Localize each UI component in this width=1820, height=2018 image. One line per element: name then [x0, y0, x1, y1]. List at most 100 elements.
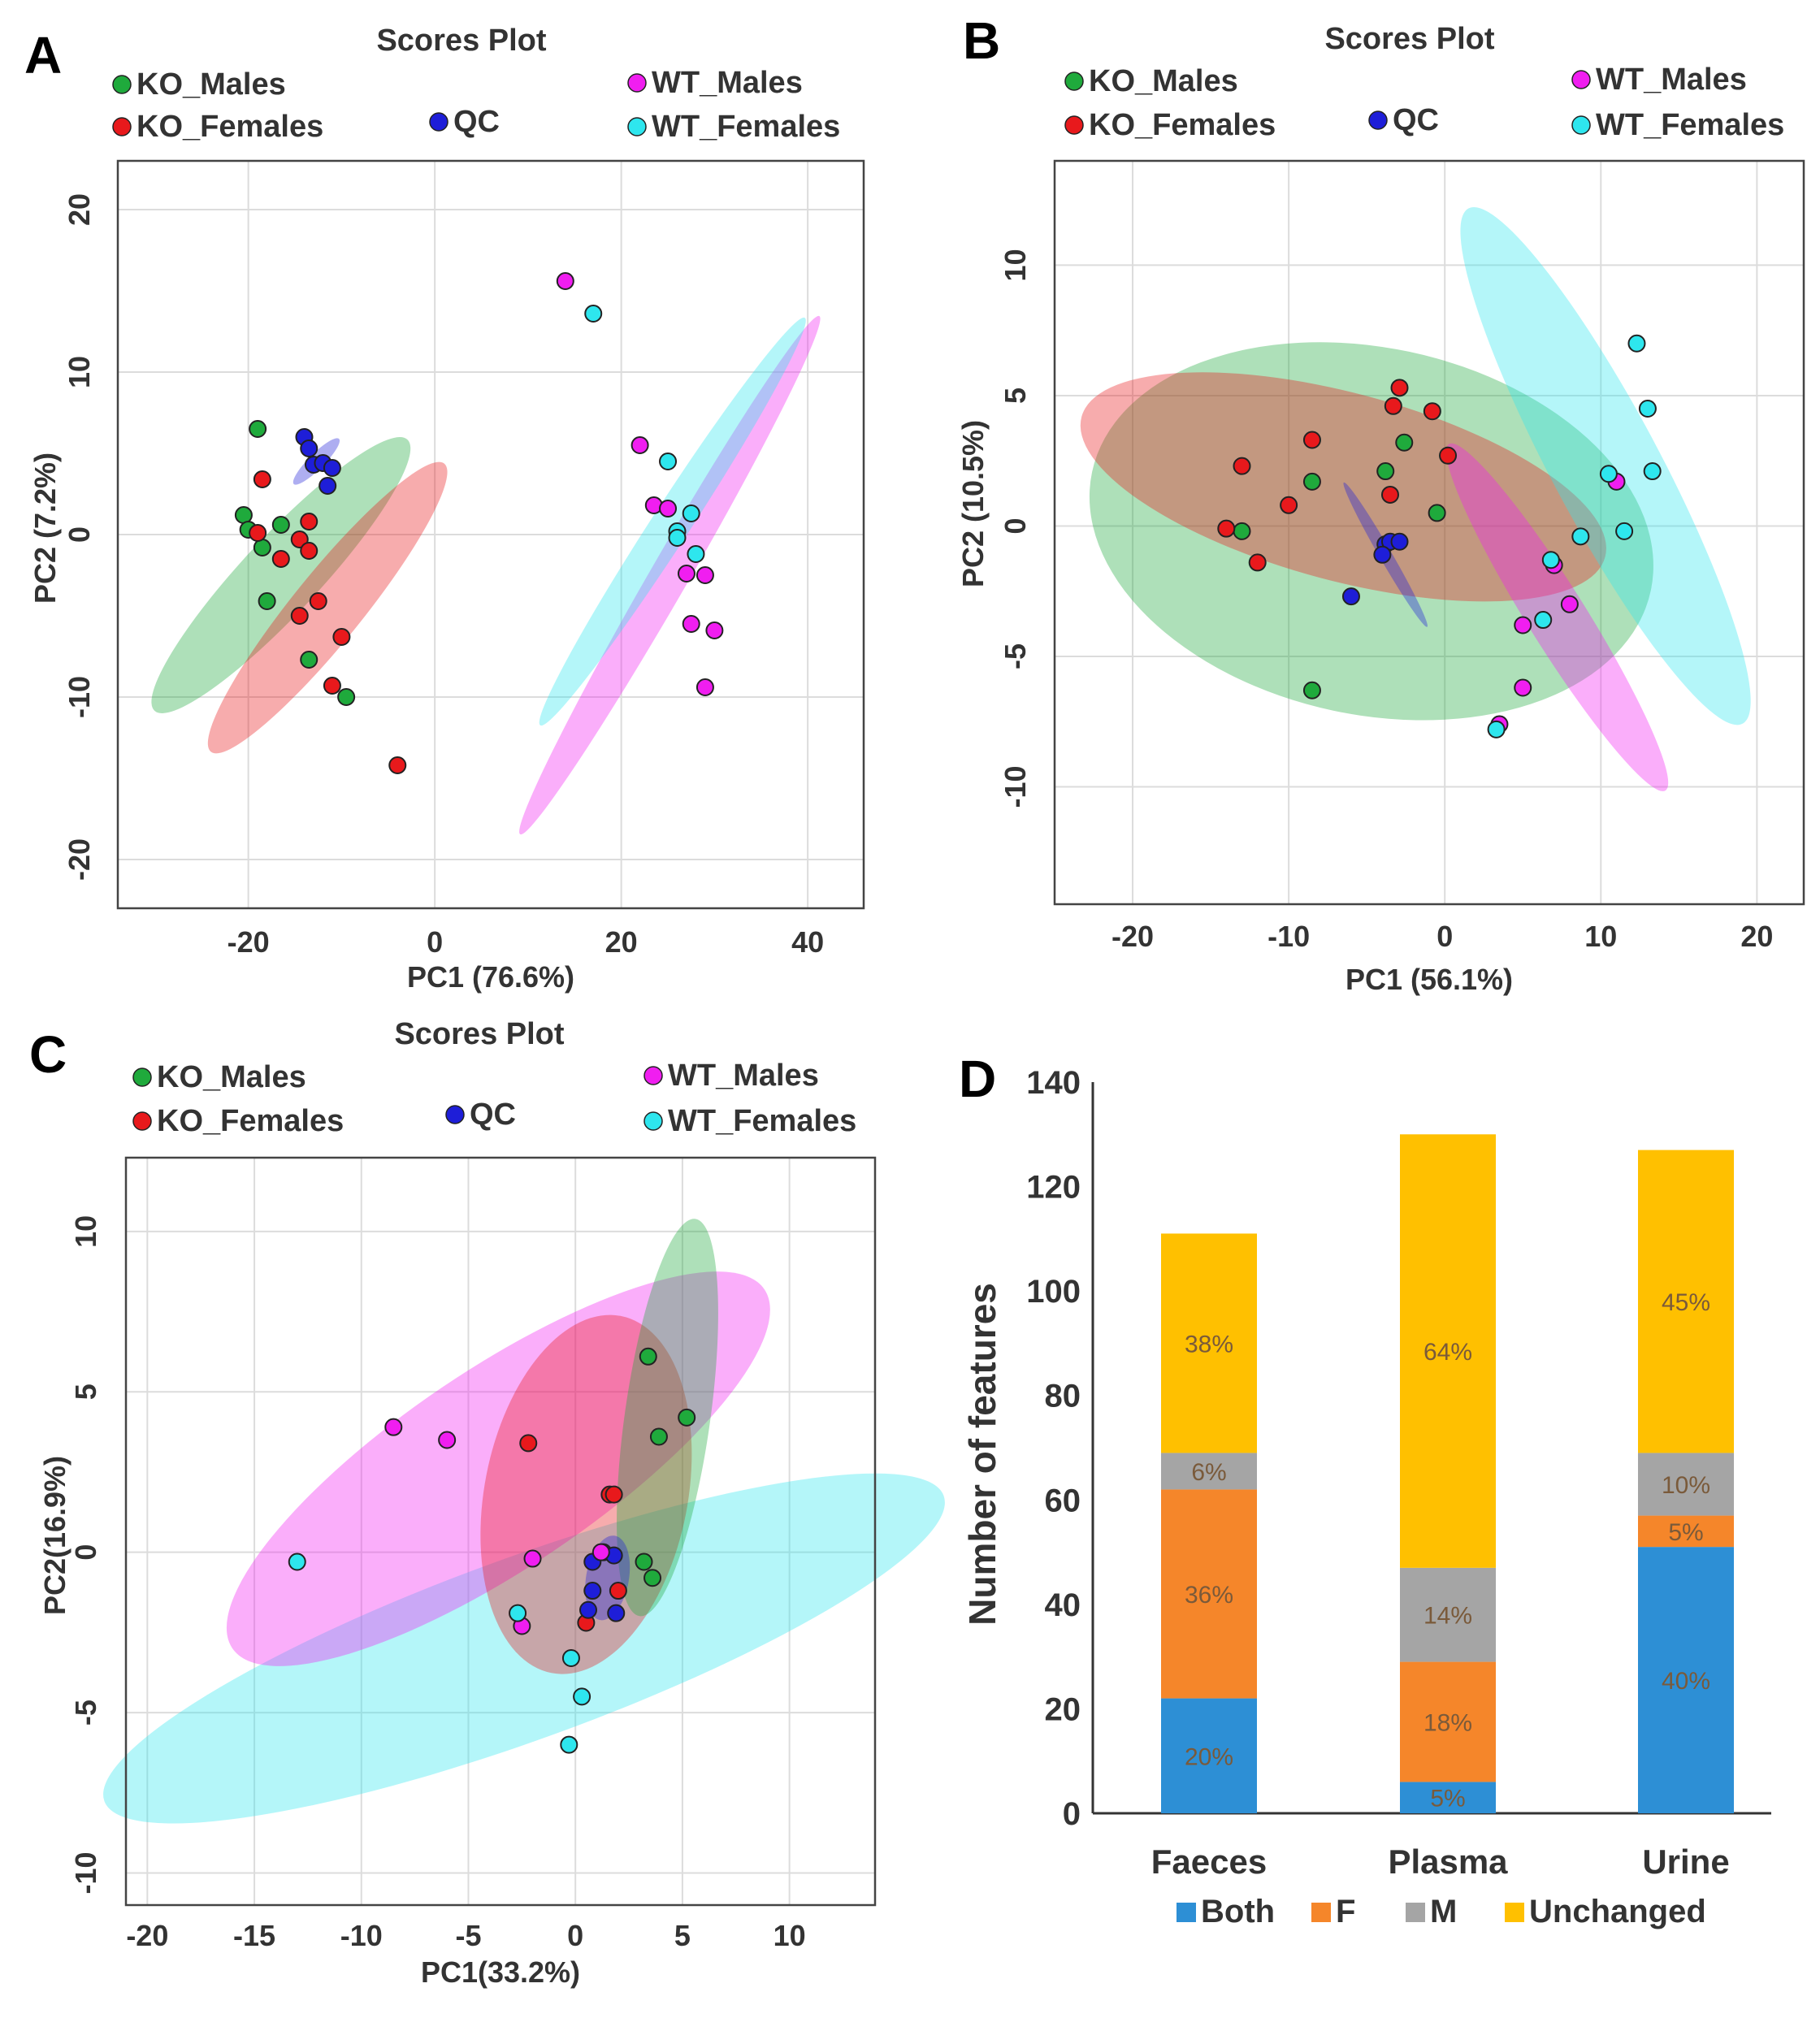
y-tick-label: 0 — [999, 517, 1032, 534]
y-tick-label: 0 — [63, 526, 96, 543]
bar-Unchanged-Faeces — [1161, 1233, 1257, 1453]
point-KO_Males — [1233, 522, 1251, 540]
point-WT_Females — [1643, 462, 1662, 481]
bar-label: 5% — [1430, 1786, 1465, 1812]
bar-label: 36% — [1185, 1582, 1233, 1609]
y-axis-label: PC2 (10.5%) — [956, 420, 990, 587]
point-KO_Females — [1217, 519, 1236, 538]
y-tick-label: -10 — [69, 1851, 102, 1894]
y-tick-label: 10 — [63, 356, 96, 388]
plot-title: Scores Plot — [376, 24, 546, 58]
y-tick-label: 5 — [69, 1384, 102, 1400]
point-WT_Males — [682, 615, 700, 633]
x-axis-label: PC1 (76.6%) — [407, 960, 574, 994]
point-KO_Males — [253, 539, 271, 556]
x-tick-label: 0 — [427, 925, 443, 959]
panel-B: B Scores Plot KO_Males KO_Females QC WT_Males… — [956, 11, 1805, 996]
point-QC — [579, 1600, 598, 1619]
panel-label: C — [29, 1025, 67, 1084]
point-WT_Females — [509, 1604, 527, 1622]
y-tick-label: 140 — [1026, 1065, 1081, 1101]
point-WT_Females — [1599, 465, 1618, 483]
bar-Both-Plasma — [1400, 1782, 1496, 1813]
y-tick-label: 10 — [69, 1215, 102, 1248]
legend-label-KO_Females: KO_Females — [136, 110, 323, 144]
point-KO_Males — [258, 592, 276, 610]
point-WT_Females — [682, 505, 700, 522]
bar-Both-Urine — [1638, 1547, 1734, 1813]
legend-label-KO_Males: KO_Males — [136, 67, 286, 102]
point-WT_Males — [556, 272, 574, 290]
x-axis-label: PC1(33.2%) — [421, 1955, 580, 1989]
y-tick-label: -5 — [999, 643, 1032, 669]
panel-D: D 0 20 40 60 80 100 120 140 Number of features 20%… — [959, 1050, 1771, 1929]
plot-frame — [116, 159, 865, 910]
legend-label-KO_Females: KO_Females — [1089, 108, 1276, 142]
point-WT_Males — [696, 678, 714, 696]
x-axis-label: PC1 (56.1%) — [1346, 963, 1513, 996]
y-tick-label: -10 — [63, 676, 96, 718]
ellipse-KO_Males — [1089, 342, 1653, 721]
point-KO_Males — [639, 1347, 657, 1366]
legend-marker-QC — [429, 112, 448, 132]
legend-marker-WT_Females — [627, 117, 647, 136]
point-QC — [318, 477, 337, 495]
x-tick-label: -15 — [233, 1919, 275, 1952]
point-WT_Females — [659, 453, 678, 470]
bar-label: 6% — [1191, 1459, 1226, 1486]
point-KO_Males — [635, 1552, 653, 1571]
y-axis-label: PC2(16.9%) — [38, 1456, 72, 1615]
legend-marker-WT_Males — [627, 73, 647, 93]
legend-label-KO_Females: KO_Females — [157, 1104, 344, 1138]
point-WT_Females — [1571, 527, 1590, 546]
ellipse-WT_Females — [103, 1473, 945, 1824]
point-WT_Males — [523, 1549, 542, 1568]
point-KO_Females — [1233, 457, 1251, 475]
category-label: Plasma — [1388, 1843, 1508, 1881]
point-QC — [300, 440, 318, 457]
point-KO_Females — [1380, 485, 1399, 504]
legend-label-QC: QC — [1393, 103, 1439, 137]
point-KO_Females — [300, 542, 318, 560]
bar-F-Plasma — [1400, 1661, 1496, 1782]
legend-label-WT_Females: WT_Females — [668, 1104, 856, 1138]
y-tick-label: -20 — [63, 838, 96, 881]
x-tick-label: -20 — [1112, 920, 1154, 953]
legend-label-WT_Males: WT_Males — [1596, 63, 1747, 97]
legend-label-QC: QC — [470, 1098, 516, 1132]
y-tick-label: 20 — [63, 193, 96, 226]
x-tick-label: 20 — [1740, 920, 1773, 953]
point-KO_Males — [337, 688, 356, 706]
point-WT_Females — [573, 1687, 592, 1706]
legend-swatch-M — [1406, 1903, 1425, 1922]
point-WT_Females — [1638, 400, 1657, 418]
panel-label: A — [24, 26, 62, 84]
point-KO_Females — [1439, 446, 1458, 465]
point-KO_Females — [1423, 402, 1441, 421]
point-WT_Males — [630, 436, 649, 454]
ellipse-KO_Females — [207, 461, 448, 754]
legend-marker-WT_Females — [644, 1111, 663, 1131]
point-KO_Females — [309, 592, 327, 610]
point-WT_Males — [438, 1431, 457, 1449]
y-tick-label: 120 — [1026, 1170, 1081, 1206]
plot-title: Scores Plot — [394, 1017, 564, 1051]
point-KO_Males — [1302, 681, 1321, 699]
point-KO_Females — [1390, 379, 1409, 397]
point-WT_Males — [1514, 616, 1532, 634]
x-tick-label: 0 — [567, 1919, 583, 1952]
point-KO_Males — [1376, 462, 1395, 481]
legend-marker-WT_Males — [644, 1066, 663, 1085]
ellipse-WT_Females — [539, 317, 806, 726]
x-tick-label: 10 — [774, 1919, 806, 1952]
point-KO_Females — [290, 607, 309, 625]
y-tick-label: 0 — [69, 1544, 102, 1561]
point-WT_Males — [696, 566, 714, 584]
point-KO_Females — [323, 677, 341, 695]
bar-F-Urine — [1638, 1515, 1734, 1548]
y-tick-label: -5 — [69, 1700, 102, 1726]
point-KO_Females — [332, 628, 351, 646]
plot-frame — [124, 1156, 877, 1907]
point-KO_Males — [249, 420, 267, 438]
